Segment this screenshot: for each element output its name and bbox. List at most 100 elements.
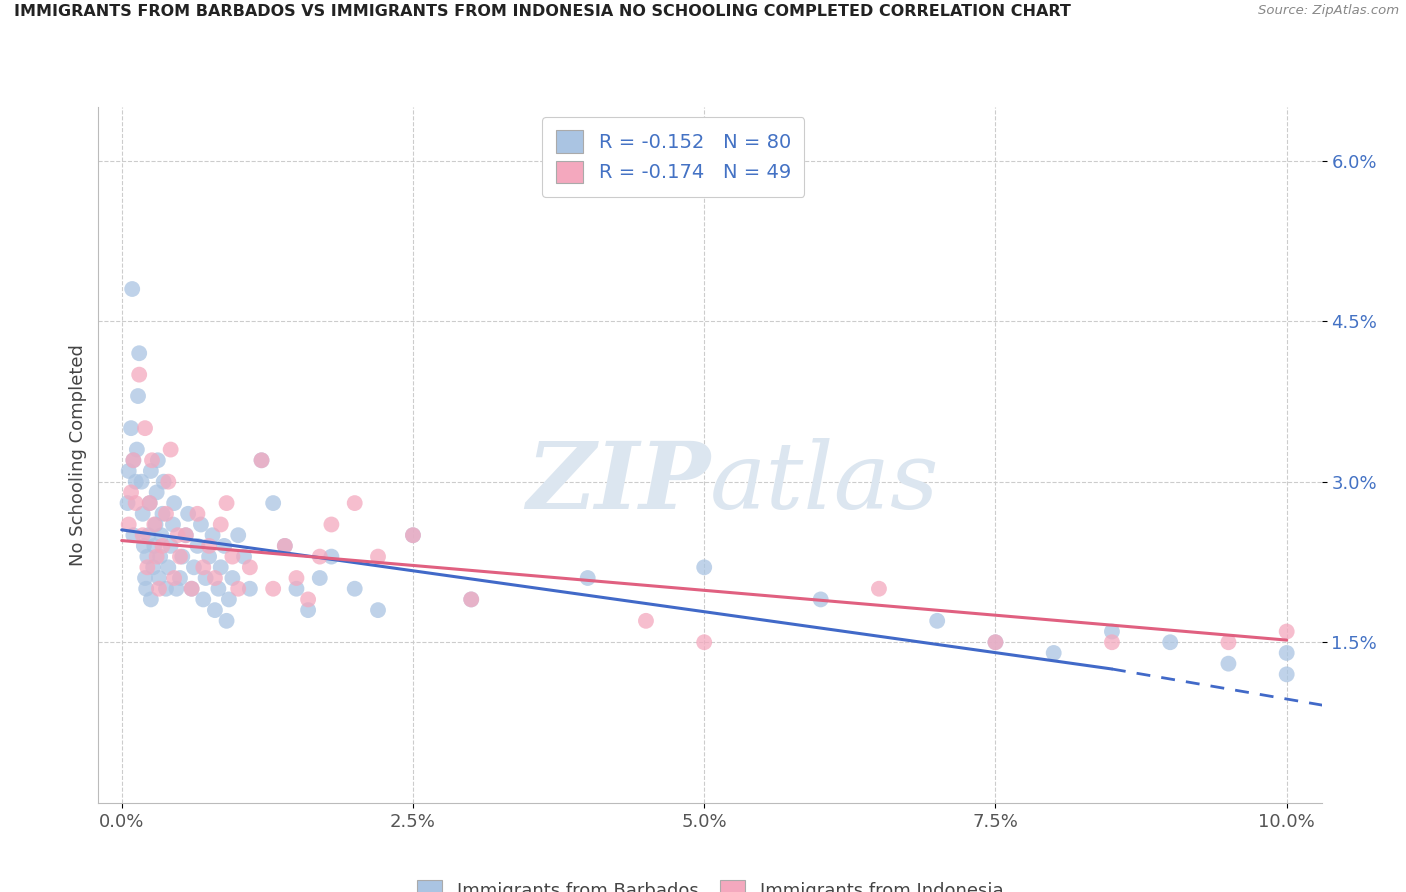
Point [120, 485, 142, 500]
Point [152, 507, 174, 521]
Point [128, 368, 150, 382]
Point [367, 549, 389, 564]
Point [138, 496, 160, 510]
Point [343, 582, 366, 596]
Point [321, 517, 343, 532]
Point [1101, 624, 1123, 639]
Point [367, 603, 389, 617]
Point [201, 528, 224, 542]
Point [120, 421, 142, 435]
Point [239, 582, 262, 596]
Text: ZIP: ZIP [526, 438, 710, 528]
Point [174, 528, 197, 542]
Point [143, 539, 166, 553]
Point [152, 539, 174, 553]
Point [186, 507, 208, 521]
Point [132, 539, 155, 553]
Point [634, 614, 657, 628]
Point [239, 560, 262, 574]
Point [460, 592, 482, 607]
Point [142, 560, 165, 574]
Point [194, 571, 217, 585]
Point [143, 517, 166, 532]
Point [117, 496, 139, 510]
Point [125, 475, 148, 489]
Point [204, 603, 226, 617]
Point [149, 549, 172, 564]
Point [125, 442, 148, 457]
Point [162, 517, 184, 532]
Point [285, 571, 308, 585]
Point [207, 582, 229, 596]
Point [1218, 657, 1240, 671]
Point [155, 507, 177, 521]
Point [1275, 667, 1298, 681]
Point [984, 635, 1007, 649]
Point [1275, 624, 1298, 639]
Point [131, 528, 153, 542]
Point [186, 539, 208, 553]
Text: Source: ZipAtlas.com: Source: ZipAtlas.com [1258, 4, 1399, 18]
Point [810, 592, 832, 607]
Point [135, 582, 157, 596]
Point [139, 592, 162, 607]
Point [134, 421, 156, 435]
Text: IMMIGRANTS FROM BARBADOS VS IMMIGRANTS FROM INDONESIA NO SCHOOLING COMPLETED COR: IMMIGRANTS FROM BARBADOS VS IMMIGRANTS F… [14, 4, 1071, 20]
Point [125, 496, 148, 510]
Point [209, 517, 232, 532]
Point [169, 571, 191, 585]
Point [868, 582, 890, 596]
Point [226, 582, 249, 596]
Point [131, 475, 153, 489]
Point [172, 549, 194, 564]
Point [169, 549, 191, 564]
Point [1101, 635, 1123, 649]
Point [221, 571, 243, 585]
Point [118, 464, 141, 478]
Point [321, 549, 343, 564]
Point [250, 453, 273, 467]
Point [166, 582, 188, 596]
Point [122, 453, 145, 467]
Point [297, 592, 319, 607]
Point [285, 582, 308, 596]
Point [157, 475, 180, 489]
Point [226, 528, 249, 542]
Point [209, 560, 232, 574]
Point [215, 614, 238, 628]
Point [233, 549, 256, 564]
Point [1218, 635, 1240, 649]
Point [145, 485, 167, 500]
Point [274, 539, 297, 553]
Legend: Immigrants from Barbados, Immigrants from Indonesia: Immigrants from Barbados, Immigrants fro… [408, 871, 1012, 892]
Point [163, 571, 186, 585]
Point [183, 560, 205, 574]
Text: atlas: atlas [710, 438, 939, 528]
Point [174, 528, 197, 542]
Point [198, 539, 221, 553]
Point [118, 517, 141, 532]
Point [145, 549, 167, 564]
Point [159, 442, 181, 457]
Point [402, 528, 425, 542]
Point [343, 496, 366, 510]
Point [250, 453, 273, 467]
Point [693, 560, 716, 574]
Point [121, 282, 143, 296]
Point [576, 571, 599, 585]
Point [145, 517, 167, 532]
Point [1159, 635, 1181, 649]
Point [308, 571, 330, 585]
Point [136, 560, 159, 574]
Point [127, 389, 149, 403]
Point [131, 507, 153, 521]
Point [180, 582, 202, 596]
Point [297, 603, 319, 617]
Point [190, 517, 212, 532]
Point [215, 496, 238, 510]
Point [177, 507, 200, 521]
Point [927, 614, 949, 628]
Point [262, 496, 284, 510]
Point [134, 571, 156, 585]
Point [1275, 646, 1298, 660]
